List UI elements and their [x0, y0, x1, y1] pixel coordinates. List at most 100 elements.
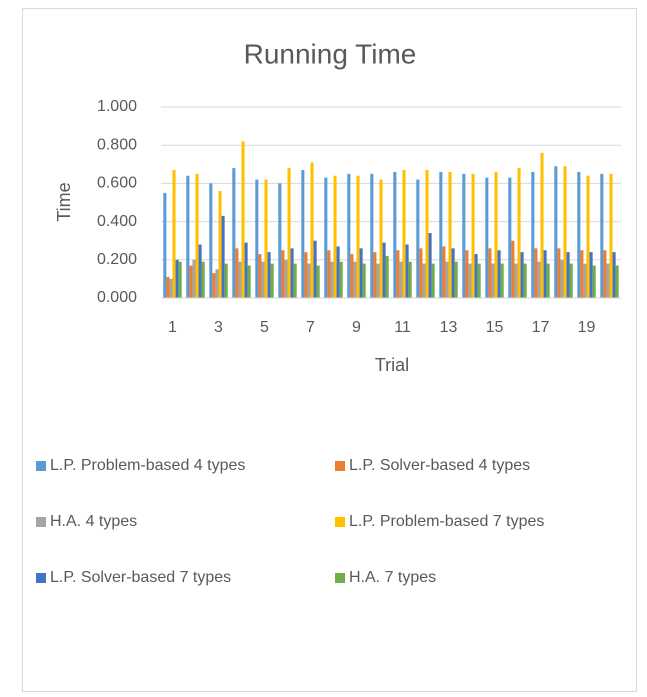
bar — [405, 244, 409, 298]
bar — [580, 250, 584, 298]
bar — [301, 170, 305, 298]
bar — [428, 233, 432, 298]
bar — [198, 244, 202, 298]
legend-label: L.P. Solver-based 4 types — [349, 457, 530, 474]
bar — [612, 252, 616, 298]
bar — [232, 168, 236, 298]
x-tick-label: 13 — [440, 319, 458, 336]
x-tick-label: 1 — [168, 319, 177, 336]
bar — [186, 175, 190, 298]
bar — [592, 265, 596, 298]
legend-label: H.A. 4 types — [50, 513, 137, 530]
legend-label: L.P. Problem-based 7 types — [349, 513, 544, 530]
bar — [603, 250, 607, 298]
bar — [241, 141, 245, 298]
bar — [419, 248, 423, 298]
x-tick-label: 15 — [486, 319, 504, 336]
bar — [474, 254, 478, 298]
bar — [192, 259, 196, 298]
chart-title: Running Time — [244, 38, 417, 69]
bar — [353, 261, 357, 298]
bar — [600, 173, 604, 298]
bar — [586, 175, 590, 298]
bar — [327, 250, 331, 298]
bar — [451, 248, 455, 298]
bar — [350, 254, 354, 298]
bar — [523, 263, 527, 298]
bar — [589, 252, 593, 298]
bar — [316, 265, 320, 298]
bar — [189, 265, 193, 298]
bar — [175, 259, 179, 298]
bar — [546, 263, 550, 298]
y-tick-label: 0.800 — [97, 136, 137, 153]
legend-swatch — [36, 461, 46, 471]
bar — [540, 152, 544, 298]
bar — [425, 170, 429, 298]
bar — [310, 162, 314, 298]
bar — [531, 171, 535, 298]
bar — [169, 278, 173, 298]
y-tick-label: 0.400 — [97, 213, 137, 230]
bar — [408, 261, 412, 298]
bar — [554, 166, 558, 298]
bar — [497, 250, 501, 298]
bar — [370, 173, 374, 298]
bar — [402, 170, 406, 298]
bar — [520, 252, 524, 298]
bar — [615, 265, 619, 298]
bar — [606, 263, 610, 298]
bar — [278, 183, 282, 298]
bar — [577, 171, 581, 298]
bar — [537, 261, 541, 298]
bar — [376, 263, 380, 298]
bar — [195, 173, 199, 298]
bar — [485, 177, 489, 298]
y-tick-label: 0.600 — [97, 175, 137, 192]
bar — [224, 263, 228, 298]
bar — [330, 261, 334, 298]
bar — [359, 248, 363, 298]
bar — [235, 248, 239, 298]
y-tick-label: 1.000 — [97, 98, 137, 115]
bar — [560, 259, 564, 298]
bar — [201, 261, 205, 298]
y-tick-label: 0.000 — [97, 289, 137, 306]
x-tick-label: 3 — [214, 319, 223, 336]
x-axis-title: Trial — [375, 355, 409, 375]
y-tick-label: 0.200 — [97, 251, 137, 268]
bar — [313, 240, 317, 298]
bar — [465, 250, 469, 298]
bar — [382, 242, 386, 298]
bar — [396, 250, 400, 298]
bar — [247, 265, 251, 298]
bar — [517, 168, 521, 298]
bar — [238, 261, 242, 298]
x-tick-label: 7 — [306, 319, 315, 336]
legend-swatch — [335, 573, 345, 583]
bar — [511, 240, 515, 298]
bar — [514, 263, 518, 298]
bar — [566, 252, 570, 298]
bar — [379, 179, 383, 298]
bar — [362, 263, 366, 298]
bar — [508, 177, 512, 298]
x-tick-label: 11 — [394, 319, 411, 336]
bar — [166, 276, 170, 298]
bar — [445, 261, 449, 298]
bar — [347, 173, 351, 298]
bar — [212, 273, 216, 298]
bar — [454, 261, 458, 298]
bar — [324, 177, 328, 298]
legend-swatch — [36, 517, 46, 527]
bar — [209, 183, 213, 298]
legend-label: L.P. Problem-based 4 types — [50, 457, 245, 474]
bar — [336, 246, 340, 298]
bar — [267, 252, 271, 298]
bar — [264, 179, 268, 298]
bar — [462, 173, 466, 298]
bar — [333, 175, 337, 298]
bar — [218, 191, 222, 298]
legend-label: H.A. 7 types — [349, 569, 436, 586]
